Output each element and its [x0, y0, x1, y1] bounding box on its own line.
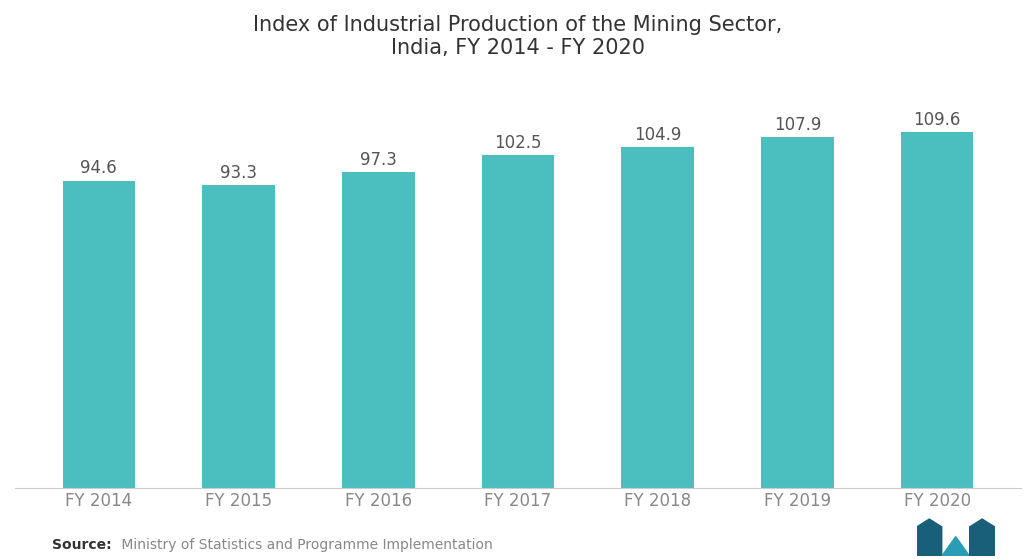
Text: 109.6: 109.6	[914, 111, 960, 129]
Bar	[901, 132, 974, 487]
Text: Ministry of Statistics and Programme Implementation: Ministry of Statistics and Programme Imp…	[117, 538, 493, 552]
Bar	[482, 155, 554, 487]
Text: Source:: Source:	[52, 538, 112, 552]
Bar	[761, 138, 834, 487]
Text: 102.5: 102.5	[494, 134, 542, 151]
Polygon shape	[942, 537, 970, 556]
Bar	[62, 181, 135, 487]
Text: 107.9: 107.9	[774, 116, 822, 134]
Bar	[622, 147, 694, 487]
Polygon shape	[917, 519, 942, 556]
Text: 94.6: 94.6	[81, 159, 117, 177]
Title: Index of Industrial Production of the Mining Sector,
India, FY 2014 - FY 2020: Index of Industrial Production of the Mi…	[254, 15, 782, 58]
Bar	[342, 172, 414, 487]
Text: 97.3: 97.3	[359, 150, 397, 169]
Text: 93.3: 93.3	[220, 164, 257, 182]
Text: 104.9: 104.9	[634, 126, 682, 144]
Polygon shape	[970, 519, 995, 556]
Bar	[202, 185, 275, 487]
